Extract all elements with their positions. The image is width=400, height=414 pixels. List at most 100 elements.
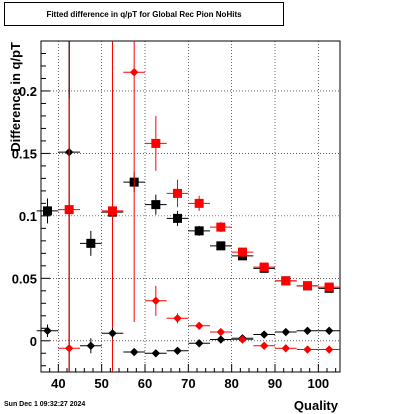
- x-tick-label: 60: [138, 376, 152, 391]
- axis-ticks: 40 50 60 70 80 90 100 0 0.05 0.1 0.15 0.2: [12, 52, 337, 391]
- square-marker: [43, 206, 52, 216]
- diamond-marker: [259, 330, 269, 339]
- diamond-marker: [216, 327, 226, 337]
- data-point: [275, 344, 297, 353]
- square-marker: [151, 138, 161, 148]
- data-point: [296, 326, 319, 335]
- data-point: [101, 328, 124, 339]
- data-point: [318, 282, 340, 292]
- data-point: [145, 349, 167, 358]
- data-point: [166, 346, 189, 355]
- x-tick-label: 50: [94, 376, 108, 391]
- diamond-marker: [281, 327, 291, 337]
- data-point: [166, 179, 189, 208]
- y-tick-label: 0.05: [12, 271, 37, 286]
- data-point: [188, 195, 210, 211]
- data-point: [275, 327, 297, 337]
- diamond-marker: [43, 326, 52, 335]
- data-point: [123, 347, 145, 357]
- data-point: [210, 222, 232, 233]
- square-marker: [216, 222, 226, 232]
- square-marker: [151, 200, 161, 210]
- grid: [41, 41, 340, 372]
- data-point: [210, 335, 232, 344]
- data-point: [318, 326, 340, 335]
- square-marker: [194, 198, 204, 208]
- plot-frame: [40, 40, 341, 373]
- data-points: [36, 41, 340, 372]
- data-point: [80, 338, 102, 354]
- y-tick-label: 0: [30, 334, 37, 349]
- data-point: [145, 194, 167, 215]
- data-point: [145, 115, 167, 171]
- x-tick-label: 100: [307, 376, 329, 391]
- x-tick-label: 90: [268, 376, 282, 391]
- data-point: [210, 241, 232, 251]
- square-marker: [86, 238, 96, 248]
- diamond-marker: [194, 339, 204, 348]
- series-0: [36, 172, 340, 293]
- data-point: [253, 262, 275, 272]
- data-point: [318, 345, 340, 354]
- data-point: [58, 98, 80, 372]
- diamond-marker: [238, 335, 247, 344]
- chart-title-text: Fitted difference in q/pT for Global Rec…: [46, 9, 242, 19]
- x-axis-label: Quality: [294, 398, 339, 413]
- data-point: [166, 313, 189, 324]
- data-point: [36, 198, 59, 224]
- data-point: [253, 341, 275, 350]
- square-marker: [194, 226, 204, 236]
- y-tick-label: 0.2: [19, 84, 37, 99]
- diamond-marker: [64, 344, 74, 353]
- diamond-marker: [129, 68, 139, 77]
- square-marker: [238, 247, 247, 257]
- data-point: [188, 225, 210, 236]
- data-point: [231, 335, 254, 344]
- square-marker: [259, 262, 269, 272]
- diamond-marker: [129, 347, 139, 357]
- y-axis-label: Difference in q/pT: [8, 42, 23, 152]
- diamond-marker: [173, 346, 182, 355]
- timestamp-footer: Sun Dec 1 09:32:27 2024: [4, 401, 86, 408]
- diamond-marker: [173, 314, 182, 323]
- square-marker: [173, 188, 182, 198]
- square-marker: [216, 241, 226, 251]
- diamond-marker: [86, 341, 96, 350]
- data-point: [231, 247, 254, 257]
- data-point: [123, 41, 145, 323]
- square-marker: [108, 206, 117, 216]
- diamond-marker: [303, 345, 312, 354]
- x-tick-label: 40: [51, 376, 65, 391]
- data-point: [188, 321, 210, 330]
- diamond-marker: [194, 321, 204, 330]
- diamond-marker: [324, 345, 334, 354]
- data-point: [101, 41, 124, 372]
- diamond-marker: [151, 349, 161, 358]
- diamond-marker: [259, 341, 269, 350]
- diamond-marker: [108, 329, 117, 338]
- data-point: [80, 230, 102, 256]
- square-marker: [324, 282, 334, 292]
- square-marker: [173, 213, 182, 223]
- y-tick-label: 0.15: [12, 146, 37, 161]
- data-point: [275, 276, 297, 286]
- data-point: [36, 324, 59, 338]
- x-tick-label: 80: [224, 376, 238, 391]
- square-marker: [281, 276, 291, 286]
- data-point: [166, 210, 189, 226]
- diamond-marker: [151, 296, 161, 306]
- data-point: [296, 281, 319, 291]
- data-point: [296, 345, 319, 354]
- x-tick-label: 70: [181, 376, 195, 391]
- square-marker: [303, 281, 312, 291]
- chart-title: Fitted difference in q/pT for Global Rec…: [4, 2, 284, 26]
- series-3: [58, 41, 340, 372]
- diamond-marker: [303, 326, 312, 335]
- y-tick-label: 0.1: [19, 209, 37, 224]
- diamond-marker: [324, 326, 334, 335]
- diamond-marker: [281, 344, 291, 353]
- data-point: [145, 285, 167, 316]
- data-point: [188, 339, 210, 348]
- data-point: [210, 327, 232, 337]
